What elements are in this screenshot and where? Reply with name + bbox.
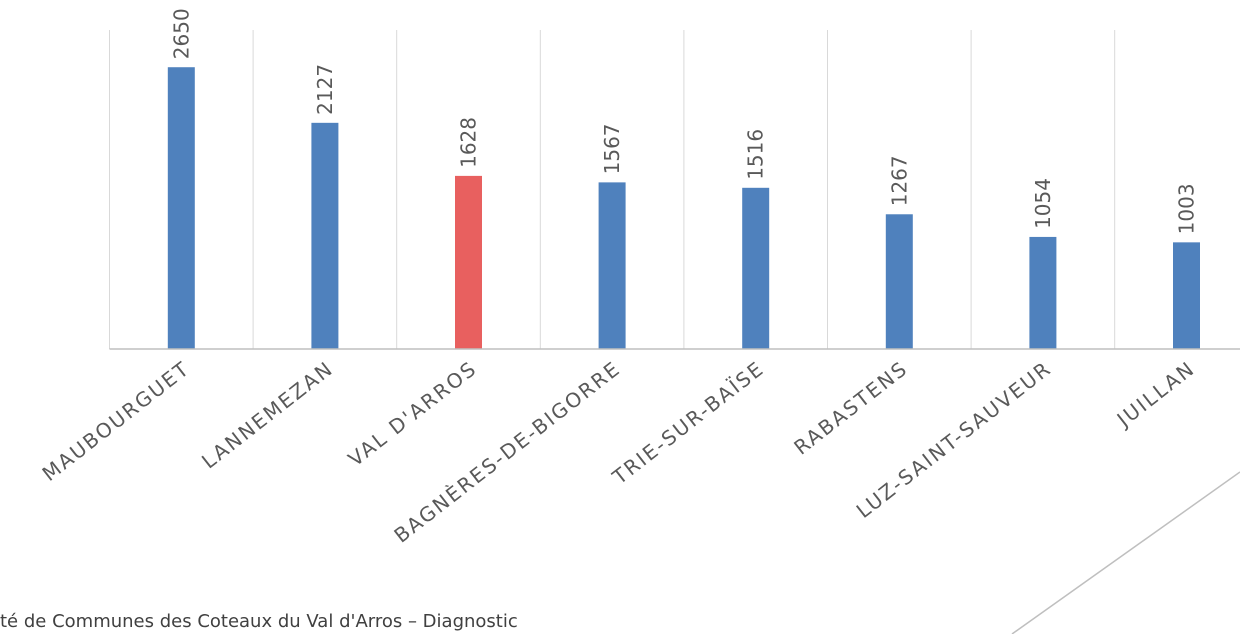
value-label: 2127: [313, 64, 337, 115]
value-label: 1054: [1031, 178, 1055, 229]
value-label: 1628: [457, 117, 481, 168]
footer: té de Communes des Coteaux du Val d'Arro…: [0, 611, 518, 632]
x-tick-label: MAUBOURGUET: [38, 356, 195, 486]
value-label: 1267: [887, 155, 911, 206]
value-label: 1567: [600, 123, 624, 174]
decor-line: [1011, 471, 1240, 634]
x-tick-label: VAL D'ARROS: [344, 356, 482, 471]
bar: [742, 187, 770, 349]
value-label: 1003: [1175, 183, 1199, 234]
x-tick-label: RABASTENS: [789, 356, 912, 459]
bar: [1029, 236, 1057, 349]
value-label: 1516: [744, 129, 768, 180]
x-tick-label: LANNEMEZAN: [197, 356, 338, 473]
x-tick-label: BAGNÈRES-DE-BIGORRE: [389, 356, 625, 548]
bar: [167, 67, 195, 349]
bar: [311, 122, 339, 349]
value-label: 2650: [169, 8, 193, 59]
x-tick-label: TRIE-SUR-BAÏSE: [607, 356, 769, 490]
bar: [885, 214, 913, 349]
x-tick-label: JUILLAN: [1111, 356, 1200, 433]
bar: [455, 175, 482, 349]
bar: [598, 182, 626, 349]
bar: [1173, 242, 1200, 349]
